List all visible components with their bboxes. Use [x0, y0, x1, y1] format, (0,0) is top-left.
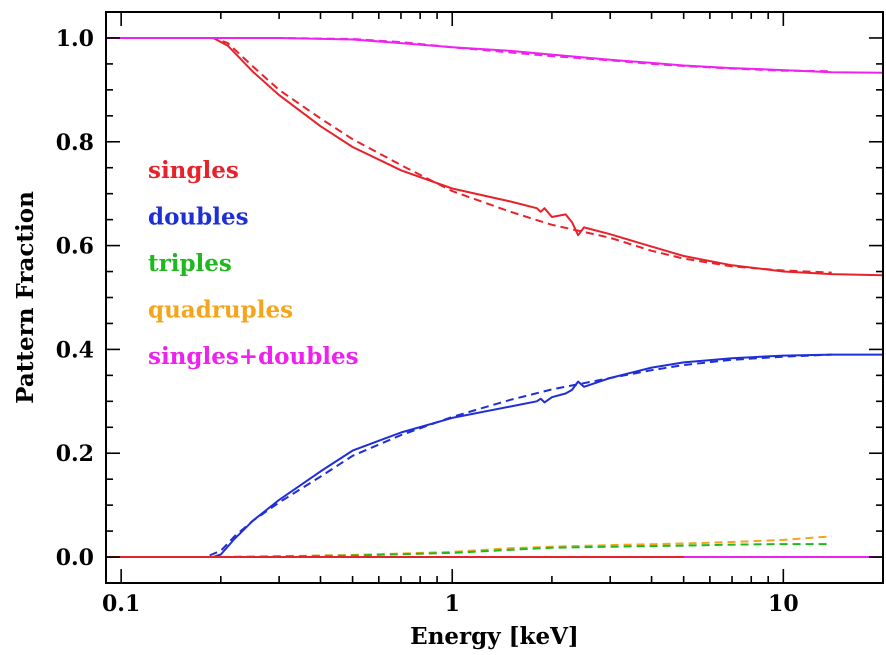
- x-tick-label: 1: [445, 591, 460, 617]
- series-line-0: [106, 37, 883, 277]
- series-line-3: [106, 353, 832, 558]
- y-tick-label: 0.6: [56, 234, 94, 260]
- legend-entry-4: singles+doubles: [148, 343, 359, 370]
- y-axis-title: Pattern Fraction: [12, 191, 39, 404]
- y-tick-label: 0.0: [56, 545, 94, 571]
- series-line-6: [220, 535, 832, 558]
- y-tick-label: 0.8: [56, 130, 94, 156]
- series-line-7: [220, 543, 832, 558]
- legend-entry-3: quadruples: [148, 297, 293, 324]
- x-tick-label: 10: [768, 591, 799, 617]
- x-tick-label: 0.1: [102, 591, 140, 617]
- legend: singles doubles triples quadruples singles+d…: [148, 157, 359, 370]
- legend-entry-1: doubles: [148, 204, 249, 231]
- ticks-layer: 0.1 1 10 0.0 0.2 0.4 0.6 0.8 1.0: [56, 12, 884, 617]
- y-tick-label: 1.0: [56, 26, 94, 52]
- x-axis-title: Energy [keV]: [410, 623, 579, 650]
- y-tick-label: 0.4: [56, 337, 94, 363]
- legend-entry-0: singles: [148, 157, 239, 184]
- series-line-1: [106, 37, 832, 274]
- series-line-5: [106, 37, 832, 73]
- y-tick-label: 0.2: [56, 441, 94, 467]
- legend-entry-2: triples: [148, 250, 232, 277]
- series-layer: [106, 37, 883, 558]
- series-line-2: [106, 353, 883, 558]
